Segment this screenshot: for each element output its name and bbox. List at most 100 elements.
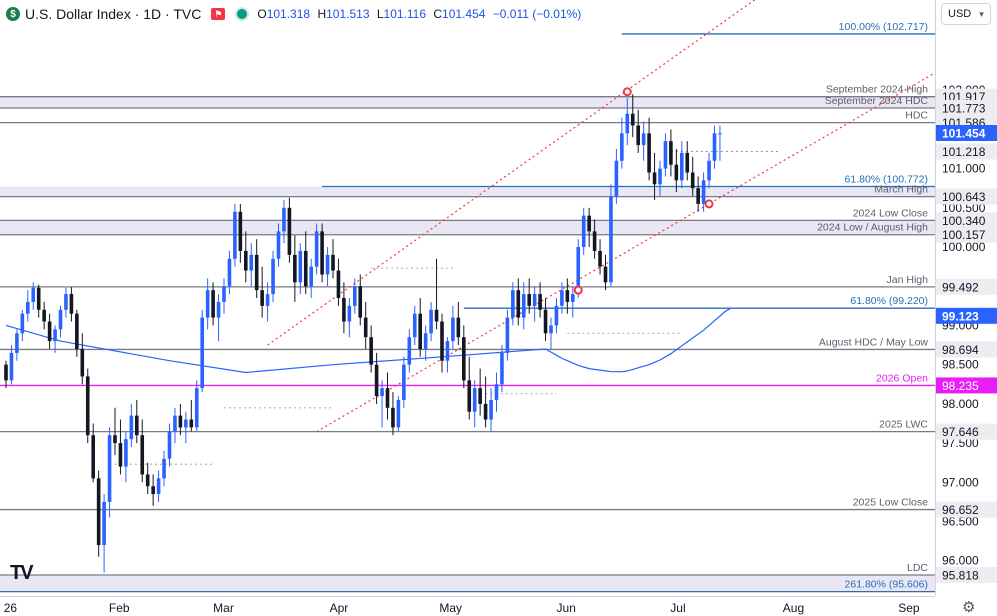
high-value: 101.513	[326, 7, 370, 21]
currency-label: USD	[948, 8, 972, 20]
candle-body	[554, 305, 559, 326]
candle-body	[494, 384, 499, 400]
open-label: O	[257, 7, 267, 21]
zones	[0, 96, 935, 592]
level-price-tag: 101.773	[942, 101, 986, 115]
level-label-15: LDC	[907, 562, 928, 574]
candle-body	[674, 164, 679, 181]
close-value: 101.454	[442, 7, 486, 21]
candle-body	[647, 133, 651, 173]
candle-body	[216, 301, 221, 318]
symbol-title[interactable]: U.S. Dollar Index · 1D · TVC	[25, 6, 202, 22]
pivot-marker-2	[704, 199, 714, 209]
low-value: 101.116	[383, 7, 427, 21]
candle-body	[80, 348, 85, 377]
moving-average-price-tag: 99.123	[942, 309, 979, 323]
level-price-tag: 100.340	[942, 214, 986, 228]
gear-icon[interactable]: ⚙	[962, 599, 976, 616]
time-tick-label: May	[439, 601, 462, 615]
candle-body	[516, 290, 521, 318]
candle-body	[467, 380, 472, 412]
level-label-1: September 2024 High	[826, 84, 928, 96]
market-status-icon[interactable]	[235, 7, 250, 21]
candle-body	[162, 458, 166, 479]
candle-body	[462, 337, 466, 381]
candle-body	[652, 172, 657, 185]
level-price-tag-bg	[936, 501, 997, 518]
candle-body	[53, 329, 57, 342]
candle-body	[145, 474, 150, 487]
low-label: L	[376, 7, 384, 21]
candle-body	[189, 419, 194, 428]
candle-body	[47, 321, 52, 342]
candle-body	[598, 250, 602, 267]
candle-body	[434, 309, 439, 322]
candle-body	[238, 211, 243, 251]
level-label-16: 261.80% (95.606)	[845, 579, 928, 591]
level-label-7: 2024 Low Close	[853, 207, 928, 219]
tradingview-logo[interactable]: TV	[10, 562, 34, 584]
candle-body	[227, 258, 232, 287]
channel-upper	[267, 0, 756, 346]
candle-body	[636, 125, 640, 146]
candle-body	[707, 160, 711, 181]
chevron-down-icon: ▾	[979, 8, 984, 19]
level-price-tag: 101.218	[942, 145, 986, 159]
candle-body	[685, 152, 690, 173]
candle-body	[26, 301, 30, 314]
time-tick-label: Apr	[330, 601, 349, 615]
candle-body	[680, 152, 684, 181]
candle-body	[489, 399, 493, 420]
time-tick-label: Aug	[783, 601, 804, 615]
level-label-0: 100.00% (102.717)	[839, 21, 928, 33]
level-price-tag-bg	[936, 377, 997, 394]
candle-body	[625, 113, 630, 134]
candle-body	[58, 309, 63, 330]
candle-body	[336, 270, 341, 298]
candle-body	[581, 215, 586, 248]
level-price-tag: 98.694	[942, 343, 979, 357]
candle-body	[276, 231, 281, 259]
close-label: C	[433, 7, 443, 21]
level-label-2: September 2024 HDC	[825, 95, 929, 107]
candle-body	[500, 352, 504, 385]
candle-body	[107, 435, 112, 502]
candle-body	[712, 133, 717, 161]
candle-body	[391, 407, 395, 428]
candle-body	[135, 415, 139, 436]
level-label-10: 61.80% (99.220)	[850, 295, 928, 307]
currency-selector[interactable]: USD ▾	[941, 3, 991, 25]
level-price-tag: 100.643	[942, 190, 986, 204]
zone-1	[0, 186, 935, 197]
candle-body	[173, 415, 177, 432]
candle-body	[254, 254, 259, 291]
candle-body	[244, 250, 248, 271]
candle-body	[407, 337, 412, 365]
price-tick-label: 96.000	[942, 554, 979, 568]
candle-body	[374, 364, 379, 397]
candle-body	[701, 180, 706, 204]
candle-body	[96, 478, 101, 546]
price-tag-bg	[936, 307, 997, 324]
price-tick-label: 101.000	[942, 162, 986, 176]
level-price-tag: 95.818	[942, 568, 979, 582]
flag-icon[interactable]: ⚑	[211, 8, 226, 20]
candle-body	[91, 435, 95, 479]
candle-body	[124, 439, 128, 467]
change-value: −0.011 (−0.01%)	[492, 7, 582, 21]
candle-body	[603, 266, 608, 283]
candle-body	[505, 317, 510, 353]
zone-3	[0, 574, 935, 592]
moving-average-line	[5, 307, 732, 374]
candle-body	[102, 501, 106, 546]
time-tick-label: Mar	[213, 601, 234, 615]
zone-0	[0, 96, 935, 108]
level-price-tag-bg	[936, 188, 997, 205]
level-price-tag-bg	[936, 99, 997, 116]
candle-body	[194, 388, 199, 428]
candle-body	[4, 364, 8, 381]
candle-body	[609, 196, 613, 283]
candles	[4, 94, 722, 573]
level-price-tag-bg	[936, 212, 997, 229]
